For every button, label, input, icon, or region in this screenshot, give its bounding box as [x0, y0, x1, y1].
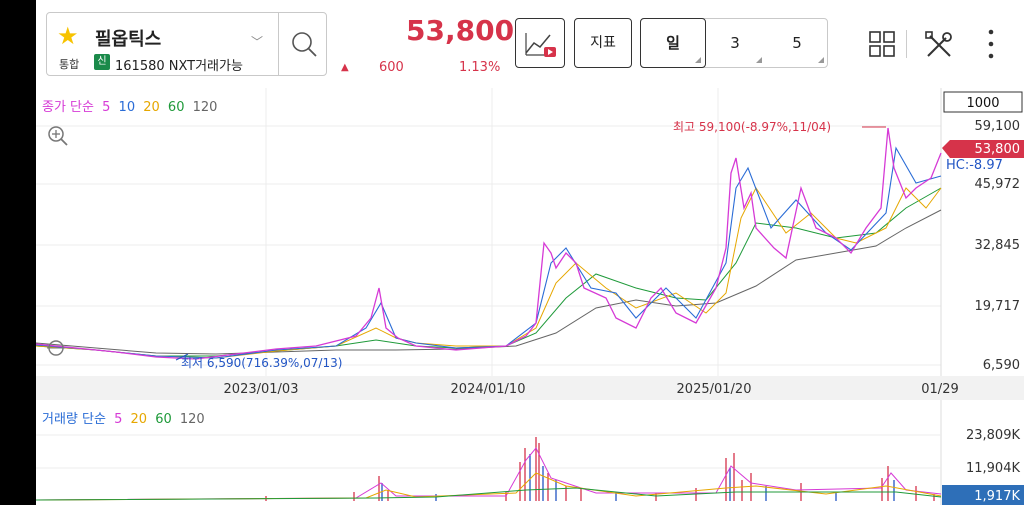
- vol-y-tick-2: 11,904K: [966, 461, 1020, 476]
- current-price: 53,800: [406, 14, 515, 47]
- legend-ma5: 5: [102, 100, 110, 115]
- legend-ma60: 60: [168, 100, 185, 115]
- count-box-value: 1000: [966, 96, 999, 111]
- x-tick-3: 2025/01/20: [677, 382, 752, 397]
- legend-ma20: 20: [143, 100, 160, 115]
- vol-legend-ma60: 60: [155, 412, 172, 427]
- layout-grid-icon[interactable]: [868, 30, 896, 58]
- x-axis-band: [36, 376, 1024, 400]
- volume-bars: [265, 437, 935, 501]
- low-annotation: 최저 6,590(716.39%,07/13): [181, 356, 342, 370]
- current-volume-tag-bg: [942, 485, 1024, 505]
- current-price-tag: 53,800: [975, 142, 1021, 157]
- volume-legend: 거래량 단순 5 20 60 120: [42, 412, 205, 427]
- tools-icon[interactable]: [924, 30, 954, 60]
- chart-video-button[interactable]: [515, 18, 565, 68]
- y-tick-2: 45,972: [975, 177, 1021, 192]
- volume-ma60-line: [36, 487, 942, 501]
- y-tick-4: 19,717: [975, 299, 1021, 314]
- zoom-in-icon[interactable]: [48, 126, 68, 146]
- x-tick-1: 2023/01/03: [224, 382, 299, 397]
- vol-y-tick-1: 23,809K: [966, 428, 1020, 443]
- current-volume-tag: 1,917K: [974, 489, 1020, 504]
- price-line: [36, 127, 942, 360]
- price-change-pct: 1.13%: [459, 60, 501, 75]
- period-day-label: 일: [666, 34, 680, 52]
- hc-label: HC:-8.97: [946, 158, 1003, 173]
- app-frame: ★ 필옵틱스 ﹀ 통합 신 161580 NXT거래가능 53,800 ▲ 60…: [36, 0, 1024, 505]
- chevron-down-icon[interactable]: ﹀: [251, 35, 264, 49]
- search-button[interactable]: [278, 13, 329, 75]
- period-3-label: 3: [730, 34, 740, 52]
- vol-legend-ma120: 120: [180, 412, 205, 427]
- price-legend: 종가 단순 5 10 20 60 120: [42, 100, 217, 115]
- x-tick-4: 01/29: [921, 382, 958, 397]
- stock-selector[interactable]: ★ 필옵틱스 ﹀ 통합 신 161580 NXT거래가능: [46, 12, 327, 76]
- volume-ma20-line: [36, 472, 942, 501]
- stock-name: 필옵틱스: [95, 29, 162, 50]
- period-5-button[interactable]: 5: [766, 19, 828, 67]
- x-tick-2: 2024/01/10: [451, 382, 526, 397]
- period-5-label: 5: [792, 34, 802, 52]
- vol-legend-ma20: 20: [131, 412, 148, 427]
- header-bar: ★ 필옵틱스 ﹀ 통합 신 161580 NXT거래가능 53,800 ▲ 60…: [36, 0, 1024, 88]
- price-legend-title: 종가 단순: [42, 100, 94, 115]
- price-change: 600: [379, 60, 404, 75]
- search-icon: [292, 32, 317, 57]
- up-arrow-icon: ▲: [341, 62, 349, 73]
- ma60-line: [36, 187, 942, 357]
- favorite-star-icon[interactable]: ★: [57, 22, 79, 50]
- low-marker-line: [175, 353, 189, 361]
- more-vertical-icon[interactable]: [986, 28, 996, 60]
- volume-gridlines: [36, 434, 941, 469]
- period-3-button[interactable]: 3: [704, 19, 766, 67]
- crosshair-icon[interactable]: [47, 340, 65, 356]
- period-day-button[interactable]: 일: [640, 18, 706, 68]
- vol-legend-ma5: 5: [114, 412, 122, 427]
- ma120-line: [36, 209, 942, 355]
- ma20-line: [36, 187, 942, 359]
- price-gridlines: [36, 88, 941, 376]
- volume-legend-title: 거래량 단순: [42, 412, 106, 427]
- y-tick-1: 59,100: [975, 119, 1021, 134]
- ma10-line: [36, 146, 942, 359]
- stock-code: 161580 NXT거래가능: [115, 59, 243, 74]
- indicator-button[interactable]: 지표: [574, 18, 632, 68]
- y-tick-5: 6,590: [983, 358, 1020, 373]
- stock-chart[interactable]: 종가 단순 5 10 20 60 120 최고 59,100(-8.97%,11…: [36, 88, 1024, 505]
- current-price-tag-bg: [942, 140, 1024, 158]
- period-selector: 일 3 5: [640, 18, 828, 68]
- market-label: 통합: [59, 58, 80, 71]
- legend-ma10: 10: [119, 100, 136, 115]
- credit-badge: 신: [94, 54, 110, 70]
- legend-ma120: 120: [193, 100, 218, 115]
- count-box[interactable]: [943, 91, 1023, 113]
- y-tick-3: 32,845: [975, 238, 1021, 253]
- toolbar-divider: [906, 30, 907, 58]
- chart-play-icon: [525, 33, 556, 57]
- high-annotation: 최고 59,100(-8.97%,11/04): [673, 120, 831, 134]
